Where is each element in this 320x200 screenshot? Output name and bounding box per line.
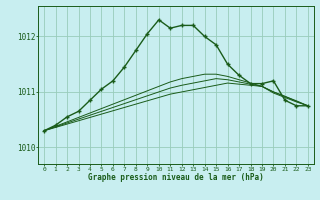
- X-axis label: Graphe pression niveau de la mer (hPa): Graphe pression niveau de la mer (hPa): [88, 173, 264, 182]
